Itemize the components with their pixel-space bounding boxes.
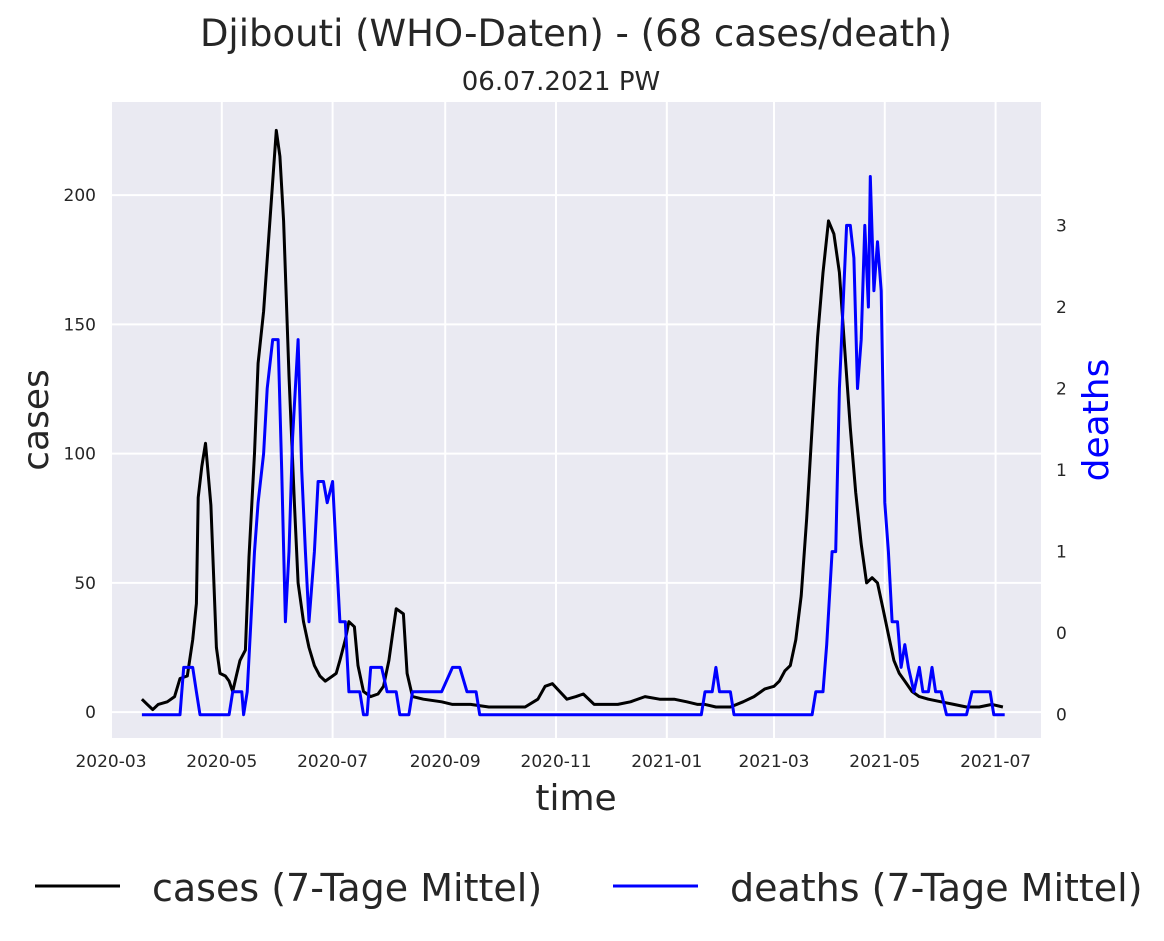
legend-label-deaths: deaths (7-Tage Mittel) xyxy=(730,866,1143,910)
x-tick-label: 2021-05 xyxy=(849,752,920,772)
y-tick-label: 0 xyxy=(85,703,96,723)
x-tick-label: 2020-07 xyxy=(297,752,368,772)
y2-tick-label: 1 xyxy=(1056,461,1067,481)
series-layer xyxy=(140,128,1005,717)
x-tick-label: 2020-03 xyxy=(75,752,146,772)
x-tick-label: 2020-11 xyxy=(521,752,592,772)
series-cases-line xyxy=(140,128,1004,712)
y-axis-label: cases xyxy=(16,369,57,471)
grid xyxy=(110,102,1041,738)
y2-tick-label: 0 xyxy=(1056,706,1067,726)
x-tick-label: 2021-01 xyxy=(631,752,702,772)
x-axis-label: time xyxy=(535,778,616,819)
y-tick-label: 100 xyxy=(64,445,96,465)
y2-tick-label: 2 xyxy=(1056,298,1067,318)
series-deaths-line xyxy=(141,175,1005,717)
y-tick-label: 50 xyxy=(74,574,96,594)
y2-axis-label: deaths xyxy=(1076,359,1117,482)
legend: cases (7-Tage Mittel) deaths (7-Tage Mit… xyxy=(35,866,1143,910)
x-tick-label: 2021-03 xyxy=(738,752,809,772)
y-tick-label: 200 xyxy=(64,186,96,206)
chart-title: Djibouti (WHO-Daten) - (68 cases/death) xyxy=(200,12,952,55)
x-tick-label: 2020-09 xyxy=(410,752,481,772)
y2-tick-label: 3 xyxy=(1056,216,1067,236)
x-tick-label: 2020-05 xyxy=(186,752,257,772)
y2-tick-label: 2 xyxy=(1056,380,1067,400)
y-tick-label: 150 xyxy=(64,315,96,335)
tick-labels: 2020-03 2020-05 2020-07 2020-09 2020-11 2021-… xyxy=(64,186,1067,772)
chart-subtitle: 06.07.2021 PW xyxy=(462,67,661,97)
y2-tick-label: 1 xyxy=(1056,543,1067,563)
x-tick-label: 2021-07 xyxy=(960,752,1031,772)
y2-tick-label: 0 xyxy=(1056,624,1067,644)
legend-label-cases: cases (7-Tage Mittel) xyxy=(152,866,542,910)
